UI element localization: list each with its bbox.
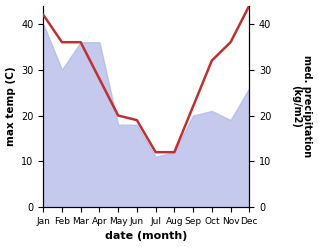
Y-axis label: max temp (C): max temp (C) xyxy=(5,66,16,146)
Y-axis label: med. precipitation
(kg/m2): med. precipitation (kg/m2) xyxy=(291,55,313,157)
X-axis label: date (month): date (month) xyxy=(105,231,187,242)
